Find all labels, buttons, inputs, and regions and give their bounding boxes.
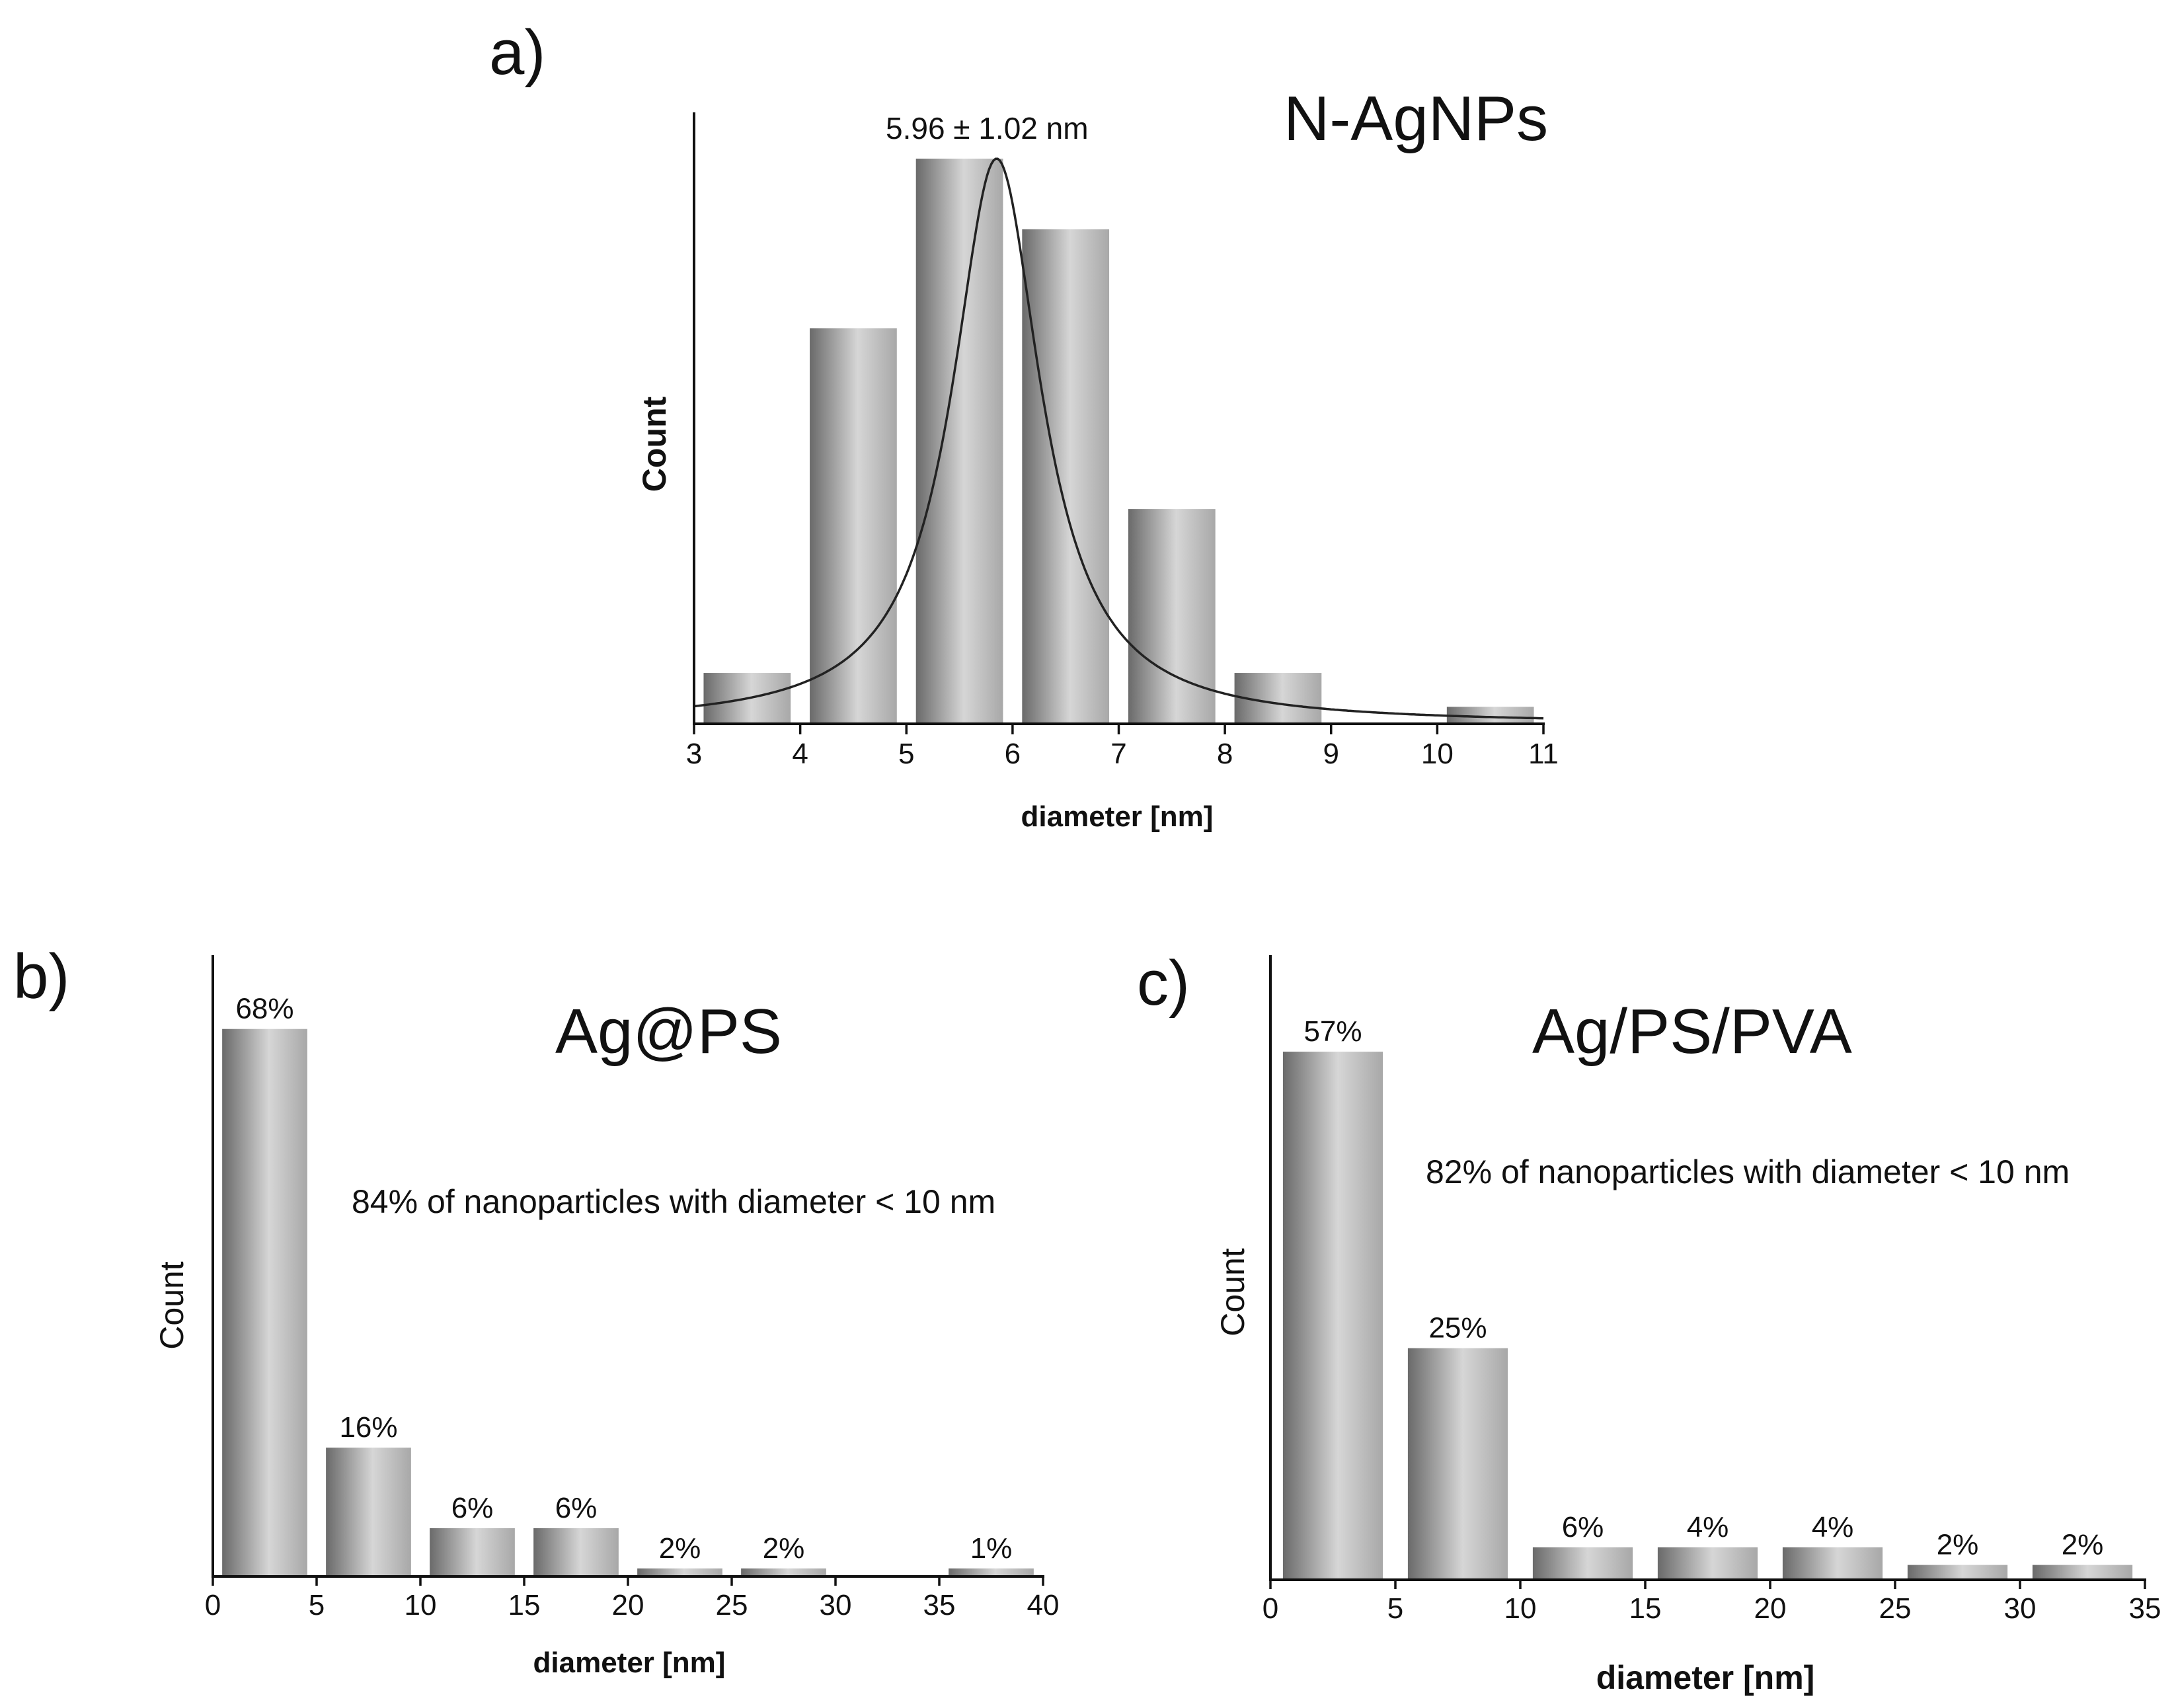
panel-b-bar (533, 1528, 619, 1576)
panel-b-x-tick-label: 10 (405, 1589, 437, 1621)
panel-b-x-tick-label: 5 (309, 1589, 325, 1621)
panel-a-x-tick-label: 10 (1421, 738, 1454, 770)
panel-a-x-tick-label: 9 (1323, 738, 1339, 770)
panel-a-bars (703, 159, 1534, 724)
panel-a-ylabel: Count (636, 396, 673, 492)
panel-b-x-tick-label: 30 (820, 1589, 852, 1621)
panel-c-bar-label: 4% (1812, 1511, 1854, 1543)
panel-b-bar-label: 1% (970, 1532, 1013, 1565)
panel-b-bar-label: 16% (339, 1411, 397, 1444)
panel-c-ticks: 0 5 10 15 20 25 30 35 (1263, 1580, 2161, 1625)
panel-a-x-tick-label: 8 (1217, 738, 1233, 770)
panel-b-ticks: 0 5 10 15 20 25 30 35 40 (205, 1576, 1060, 1621)
panel-c-annotation: 82% of nanoparticles with diameter < 10 … (1426, 1153, 2070, 1190)
panel-b-bar (222, 1029, 307, 1576)
panel-c-x-tick-label: 25 (1879, 1592, 1912, 1625)
panel-b-xlabel: diameter [nm] (533, 1647, 726, 1679)
panel-b-bar-label: 6% (555, 1492, 598, 1524)
panel-c-axes (1269, 955, 2146, 1581)
panel-b-bar (637, 1568, 722, 1576)
panel-b-ylabel: Count (153, 1261, 190, 1350)
panel-c-bar (1657, 1547, 1758, 1580)
panel-c-x-tick-label: 20 (1754, 1592, 1787, 1625)
panel-b-x-tick-label: 40 (1027, 1589, 1060, 1621)
panel-b-letter: b) (13, 941, 69, 1012)
panel-b-x-tick-label: 35 (923, 1589, 956, 1621)
panel-a-title: N-AgNPs (1284, 83, 1548, 154)
panel-b-x-tick-label: 15 (508, 1589, 541, 1621)
panel-b-x-tick-label: 0 (205, 1589, 221, 1621)
panel-a: a) N-AgNPs 5.96 ± 1.02 nm Count diameter… (489, 17, 1559, 833)
panel-c-x-tick-label: 30 (2004, 1592, 2037, 1625)
panel-c-bar (1532, 1547, 1633, 1580)
panel-c-bars: 57% 25% 6% 4% 4% 2% 2% (1282, 1015, 2133, 1580)
panel-b-bar-label: 6% (451, 1492, 494, 1524)
panel-a-letter: a) (489, 17, 545, 88)
panel-b-bar (741, 1568, 826, 1576)
panel-c: c) Ag/PS/PVA 82% of nanoparticles with d… (1137, 948, 2161, 1696)
panel-a-fit-curve (693, 157, 1544, 720)
panel-c-x-tick-label: 15 (1629, 1592, 1662, 1625)
panel-a-x-tick-label: 5 (898, 738, 914, 770)
panel-c-bar (1782, 1547, 1883, 1580)
panel-b-x-tick-label: 20 (612, 1589, 644, 1621)
panel-a-x-tick-label: 11 (1528, 738, 1559, 770)
panel-c-bar-label: 25% (1428, 1312, 1487, 1344)
panel-c-bar (1407, 1348, 1508, 1580)
panel-a-xlabel: diameter [nm] (1021, 800, 1214, 833)
panel-b-bars: 68% 16% 6% 6% 2% 2% 1% (222, 993, 1034, 1576)
panel-b-bar (949, 1568, 1034, 1576)
panel-a-fit-label: 5.96 ± 1.02 nm (886, 111, 1089, 145)
panel-a-bar (915, 159, 1003, 724)
panel-a-x-tick-label: 7 (1110, 738, 1126, 770)
panel-b: b) Ag@PS 84% of nanoparticles with diame… (13, 941, 1059, 1679)
panel-a-bar (1022, 229, 1110, 724)
panel-c-x-tick-label: 5 (1387, 1592, 1403, 1625)
panel-b-bar-label: 2% (659, 1532, 701, 1565)
panel-a-bar (810, 328, 897, 724)
panel-c-bar-label: 2% (1937, 1529, 1979, 1561)
panel-c-bar (1907, 1565, 2008, 1580)
panel-c-bar-label: 57% (1303, 1015, 1362, 1048)
panel-c-x-tick-label: 10 (1504, 1592, 1537, 1625)
panel-b-x-tick-label: 25 (716, 1589, 748, 1621)
panel-c-x-tick-label: 35 (2129, 1592, 2161, 1625)
panel-a-ticks: 3 4 5 6 7 8 9 10 11 (686, 724, 1559, 770)
panel-c-bar-label: 4% (1687, 1511, 1729, 1543)
panel-a-x-tick-label: 4 (792, 738, 808, 770)
panel-b-title: Ag@PS (555, 996, 782, 1067)
panel-a-x-tick-label: 3 (686, 738, 702, 770)
panel-c-title: Ag/PS/PVA (1532, 996, 1852, 1067)
panel-c-xlabel: diameter [nm] (1596, 1659, 1815, 1696)
panel-b-bar-label: 68% (235, 993, 293, 1025)
panel-b-annotation: 84% of nanoparticles with diameter < 10 … (352, 1183, 995, 1220)
panel-b-bar (326, 1448, 411, 1576)
panel-c-ylabel: Count (1214, 1248, 1251, 1337)
panel-b-bar (430, 1528, 515, 1576)
panel-c-bar (1282, 1052, 1383, 1580)
panel-c-x-tick-label: 0 (1263, 1592, 1278, 1625)
panel-c-bar (2032, 1565, 2133, 1580)
panel-a-bar (1128, 509, 1216, 724)
panel-c-letter: c) (1137, 948, 1190, 1019)
panel-c-bar-label: 2% (2062, 1529, 2104, 1561)
panel-c-bar-label: 6% (1562, 1511, 1604, 1543)
panel-b-bar-label: 2% (763, 1532, 805, 1565)
panel-a-x-tick-label: 6 (1005, 738, 1021, 770)
